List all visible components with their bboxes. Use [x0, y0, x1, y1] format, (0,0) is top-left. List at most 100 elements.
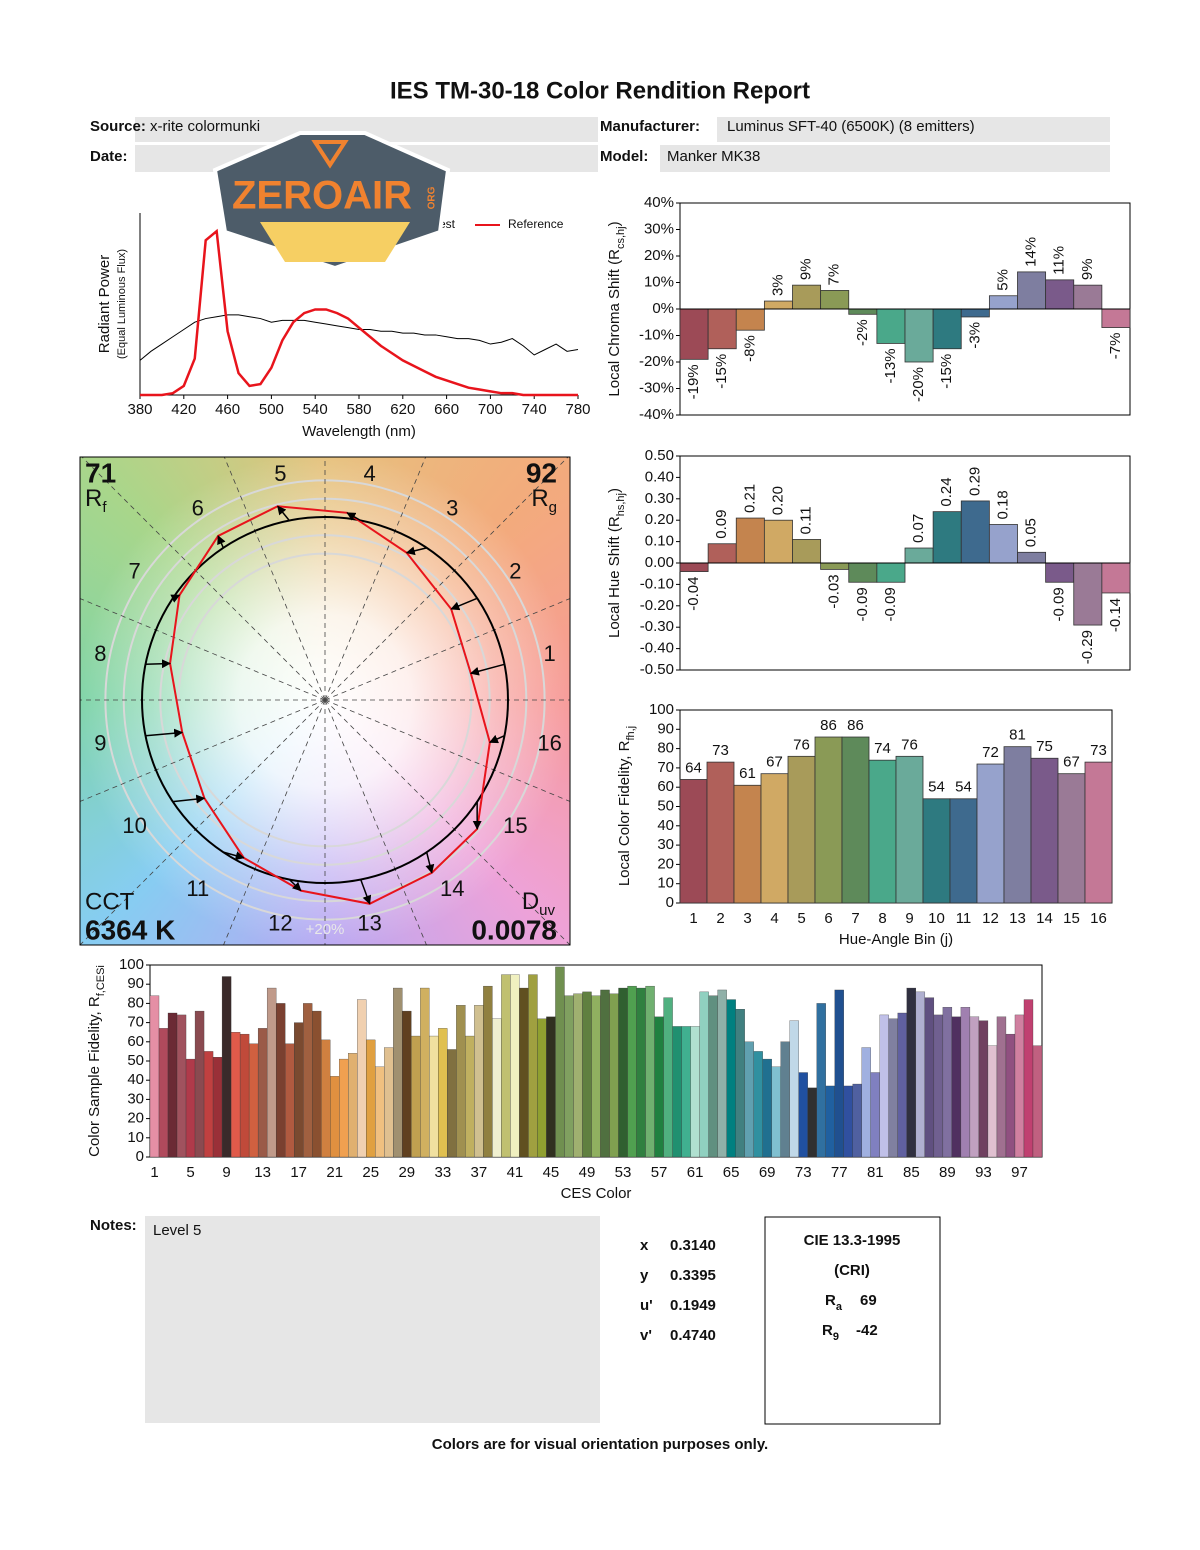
bin-divider — [81, 457, 326, 701]
bar — [411, 1035, 421, 1158]
bar — [203, 1051, 214, 1158]
bar — [167, 1012, 178, 1158]
x-tick-label: 45 — [543, 1164, 560, 1181]
cri-subtitle: (CRI) — [834, 1262, 870, 1279]
test-polygon — [169, 505, 491, 905]
y-tick-label: 20 — [127, 1110, 144, 1127]
bar — [663, 997, 673, 1158]
value-label: 76 — [793, 736, 810, 753]
bar — [1101, 562, 1131, 594]
value-label: 86 — [847, 717, 864, 734]
bar — [519, 987, 529, 1158]
value-label: -19% — [685, 364, 702, 399]
value-label: 73 — [712, 742, 729, 759]
bar — [816, 1003, 826, 1158]
x-tick-label: 460 — [215, 401, 240, 418]
x-tick-label: 660 — [434, 401, 459, 418]
shift-arrow — [145, 659, 171, 669]
bar — [733, 784, 762, 904]
y-tick-label: 30 — [127, 1090, 144, 1107]
x-tick-label: 97 — [1011, 1164, 1028, 1181]
bin-label: 12 — [268, 910, 292, 935]
x-tick-label: 93 — [975, 1164, 992, 1181]
bin-label: 15 — [503, 813, 527, 838]
bar — [924, 997, 935, 1158]
x-tick-label: 5 — [797, 910, 805, 927]
y-tick-label: 10 — [657, 875, 674, 892]
bar — [285, 1043, 295, 1158]
bar — [275, 1003, 286, 1158]
value-label: 0.24 — [938, 477, 955, 506]
bin-label: 3 — [446, 495, 458, 520]
x-tick-label: 2 — [716, 910, 724, 927]
bar — [1101, 308, 1131, 328]
bin-label: 8 — [94, 641, 106, 666]
shift-arrow — [170, 594, 181, 603]
x-axis-title: CES Color — [561, 1185, 632, 1202]
y-tick-label: -40% — [639, 406, 674, 423]
metric-label: Duv — [522, 888, 556, 919]
field-value: x-rite colormunki — [150, 118, 260, 135]
metric-letter: R — [531, 485, 548, 512]
bar — [1045, 562, 1075, 583]
vector-frame — [79, 456, 571, 946]
coord-label: v' — [640, 1327, 652, 1344]
y-tick-label: 0 — [136, 1148, 144, 1165]
value-label: 0.21 — [741, 484, 758, 513]
x-tick-label: 740 — [522, 401, 547, 418]
y-tick-label: -0.20 — [640, 597, 674, 614]
bar — [753, 1051, 763, 1158]
axis-title-subscript: f,CESi — [95, 965, 107, 996]
bar — [932, 511, 962, 564]
value-label: -20% — [910, 367, 927, 402]
bin-label: 5 — [274, 461, 286, 486]
shift-arrow — [145, 728, 184, 738]
bar — [879, 1014, 889, 1158]
bar — [906, 987, 917, 1158]
y-tick-label: 100 — [119, 956, 144, 973]
bin-label: 6 — [192, 495, 204, 520]
bar — [1017, 551, 1047, 564]
value-label: 0.09 — [713, 510, 730, 539]
rf-value: 71 — [85, 457, 116, 488]
coord-label: x — [640, 1237, 649, 1254]
bar — [600, 989, 610, 1158]
x-tick-label: 37 — [471, 1164, 488, 1181]
cri-r9-r: R — [822, 1322, 833, 1339]
y-tick-label: -20% — [639, 353, 674, 370]
bar — [951, 1016, 962, 1158]
value-label: 67 — [766, 754, 783, 771]
bar — [942, 1007, 953, 1158]
shift-arrow — [405, 546, 427, 556]
y-tick-label: 10% — [644, 273, 674, 290]
bar — [897, 1012, 907, 1158]
bar — [843, 1085, 853, 1158]
coord-value: 0.3140 — [670, 1237, 716, 1254]
axis-title-subscript: cs,hj — [615, 226, 627, 249]
x-tick-label: 41 — [507, 1164, 524, 1181]
bar — [876, 562, 906, 583]
coord-value: 0.1949 — [670, 1297, 716, 1314]
field-label: Model: — [600, 148, 648, 165]
bar — [438, 1028, 448, 1158]
y-tick-label: 50 — [657, 797, 674, 814]
shift-arrow — [223, 851, 245, 861]
metric-letter: D — [522, 888, 539, 915]
bar — [699, 991, 709, 1158]
axis-title-part: ) — [606, 221, 623, 226]
y-tick-label: 0.00 — [645, 554, 674, 571]
bar — [787, 755, 816, 904]
value-label: -0.09 — [882, 587, 899, 621]
y-tick-label: 50 — [127, 1052, 144, 1069]
field-box — [660, 145, 1110, 172]
cri-r9: -42 — [856, 1322, 878, 1339]
y-tick-label: 0.50 — [645, 447, 674, 464]
cri-ra: 69 — [860, 1292, 877, 1309]
x-tick-label: 580 — [346, 401, 371, 418]
duv-value: 0.0078 — [471, 914, 557, 945]
bar — [760, 773, 789, 904]
bar — [915, 991, 926, 1158]
x-tick-label: 57 — [651, 1164, 668, 1181]
cri-box — [764, 1216, 941, 1425]
